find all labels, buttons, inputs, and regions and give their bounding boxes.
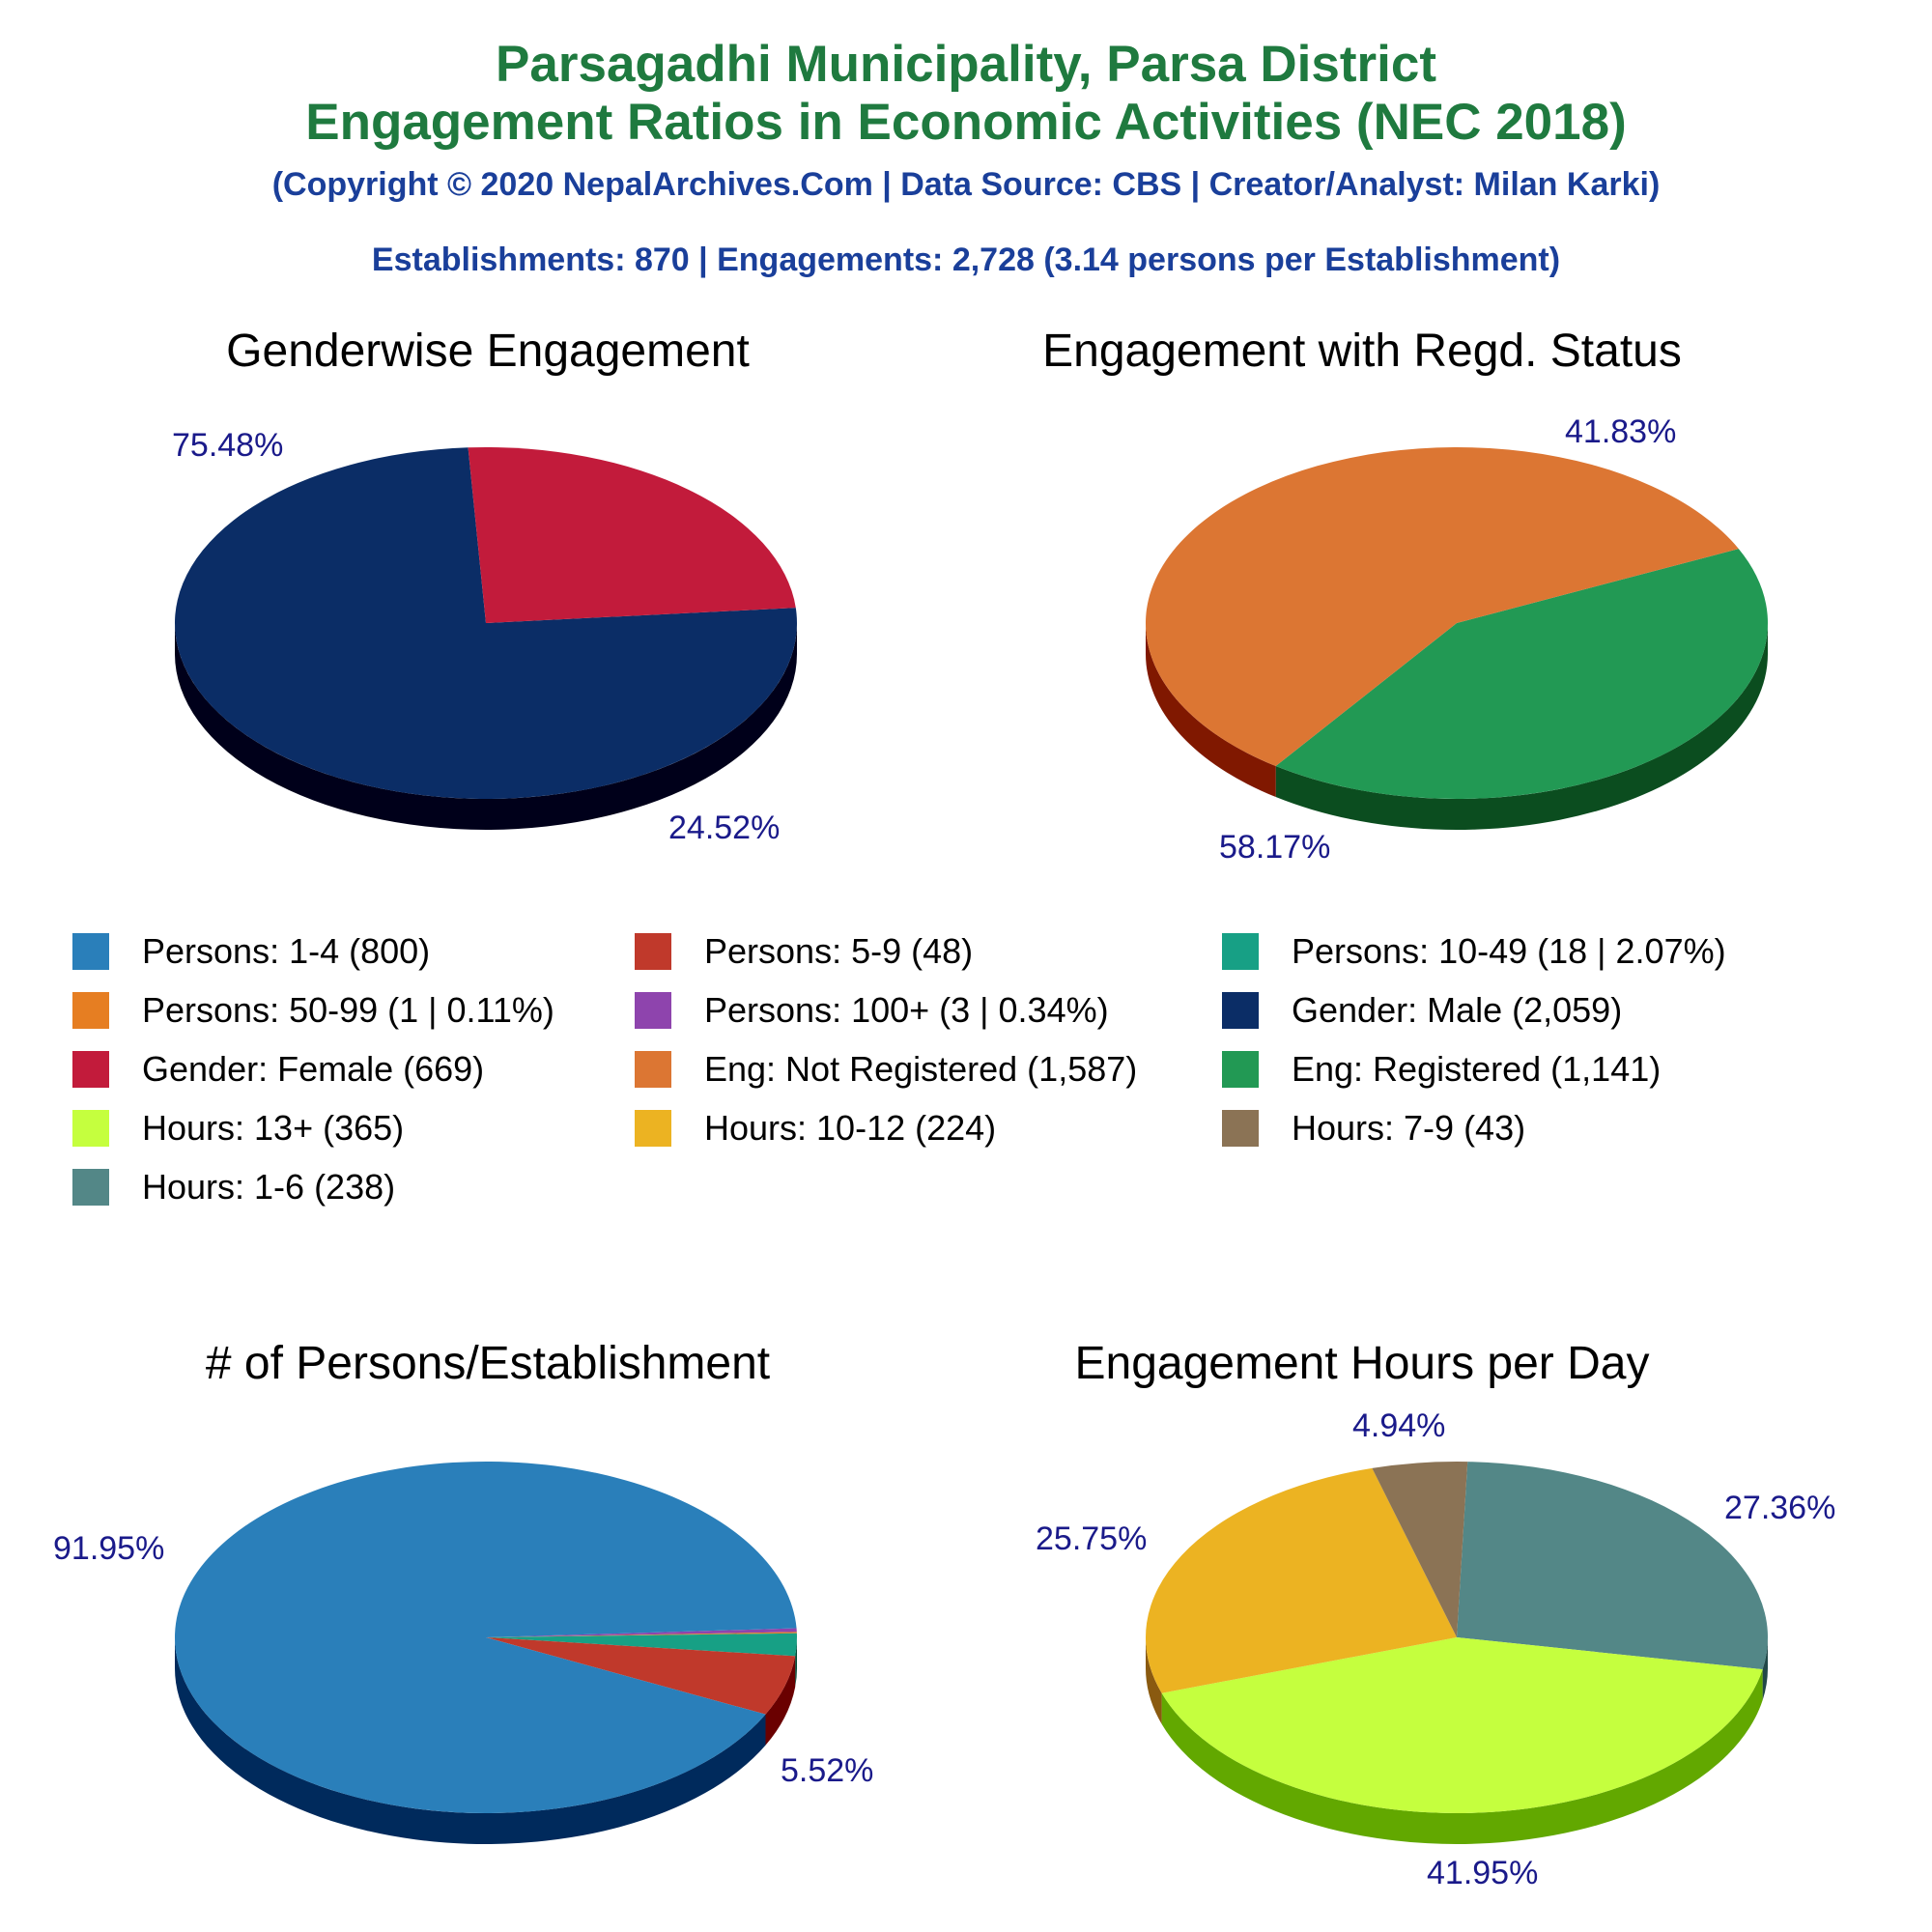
title-line-1: Parsagadhi Municipality, Parsa District xyxy=(496,36,1436,93)
pie4-label-13plus: 41.95% xyxy=(1427,1855,1539,1891)
legend-label: Persons: 10-49 (18 | 2.07%) xyxy=(1292,931,1726,971)
pie-slice-10-12 xyxy=(1145,1467,1457,1693)
pie3-label-5-9: 5.52% xyxy=(781,1752,874,1789)
pie2-label-not-registered: 58.17% xyxy=(1219,829,1331,866)
legend-label: Gender: Female (669) xyxy=(142,1049,485,1089)
legend-item: Hours: 10-12 (224) xyxy=(635,1108,997,1148)
summary-line: Establishments: 870 | Engagements: 2,728… xyxy=(371,242,1561,278)
legend-swatch xyxy=(635,992,671,1029)
copyright-line: (Copyright © 2020 NepalArchives.Com | Da… xyxy=(271,166,1661,203)
legend-item: Gender: Female (669) xyxy=(72,1049,485,1089)
legend-label: Persons: 100+ (3 | 0.34%) xyxy=(704,990,1109,1030)
pie-side-13+ xyxy=(1161,1669,1763,1845)
pie1-title: Genderwise Engagement xyxy=(226,326,750,377)
legend-swatch xyxy=(72,1169,109,1206)
pie-slice-10-49 xyxy=(486,1633,797,1657)
pie-slice-5-9 xyxy=(486,1637,796,1715)
legend-label: Persons: 50-99 (1 | 0.11%) xyxy=(142,990,554,1030)
legend-swatch xyxy=(72,992,109,1029)
legend-swatch xyxy=(635,1110,671,1147)
legend-item: Hours: 7-9 (43) xyxy=(1222,1108,1526,1148)
pie3-label-1-4: 91.95% xyxy=(53,1530,165,1567)
legend-swatch xyxy=(72,933,109,970)
legend-item: Hours: 1-6 (238) xyxy=(72,1167,396,1207)
pie-side-10-49 xyxy=(795,1637,797,1688)
legend-swatch xyxy=(72,1051,109,1088)
pie-slice-7-9 xyxy=(1372,1461,1468,1637)
pie-slice-1-6 xyxy=(1457,1462,1769,1670)
legend-item: Hours: 13+ (365) xyxy=(72,1108,405,1148)
pie4-label-10-12: 25.75% xyxy=(1036,1520,1148,1557)
legend-swatch xyxy=(1222,1051,1259,1088)
legend-label: Hours: 13+ (365) xyxy=(142,1108,405,1148)
pie-slice-Female xyxy=(468,447,796,623)
legend-swatch xyxy=(72,1110,109,1147)
legend-label: Gender: Male (2,059) xyxy=(1292,990,1623,1030)
legend-swatch xyxy=(635,933,671,970)
pie-side-Registered xyxy=(1275,623,1768,830)
pie1-label-male: 75.48% xyxy=(172,427,284,464)
pie3-title: # of Persons/Establishment xyxy=(205,1338,771,1389)
pie-side-1-4 xyxy=(175,1637,766,1844)
legend-swatch xyxy=(1222,1110,1259,1147)
legend-label: Eng: Not Registered (1,587) xyxy=(704,1049,1138,1089)
legend-swatch xyxy=(1222,992,1259,1029)
pie-slice-1-4 xyxy=(174,1462,797,1813)
pie-side-5-9 xyxy=(765,1656,796,1746)
pie-slice-Male xyxy=(175,447,797,799)
legend-label: Persons: 1-4 (800) xyxy=(142,931,431,971)
legend-item: Persons: 50-99 (1 | 0.11%) xyxy=(72,990,554,1030)
legend-item: Persons: 5-9 (48) xyxy=(635,931,974,971)
legend-item: Persons: 1-4 (800) xyxy=(72,931,431,971)
pie-2 xyxy=(1146,447,1768,830)
pie-side-10-12 xyxy=(1146,1637,1162,1724)
legend-item: Persons: 10-49 (18 | 2.07%) xyxy=(1222,931,1726,971)
legend-label: Hours: 7-9 (43) xyxy=(1292,1108,1526,1148)
pie-side-Not Registered xyxy=(1146,623,1276,798)
pie2-label-registered: 41.83% xyxy=(1565,413,1677,450)
pie-slice-100+ xyxy=(486,1628,797,1637)
pie4-title: Engagement Hours per Day xyxy=(1074,1338,1650,1389)
legend-label: Eng: Registered (1,141) xyxy=(1292,1049,1662,1089)
pie1-label-female: 24.52% xyxy=(668,810,781,846)
pie-1 xyxy=(175,447,797,830)
legend-label: Persons: 5-9 (48) xyxy=(704,931,974,971)
legend-item: Eng: Not Registered (1,587) xyxy=(635,1049,1138,1089)
pie-slice-13+ xyxy=(1161,1637,1763,1813)
legend-item: Persons: 100+ (3 | 0.34%) xyxy=(635,990,1109,1030)
legend-item: Gender: Male (2,059) xyxy=(1222,990,1623,1030)
pie-side-Male xyxy=(175,623,797,830)
legend-swatch xyxy=(1222,933,1259,970)
pie2-title: Engagement with Regd. Status xyxy=(1042,326,1682,377)
pie-3 xyxy=(174,1462,797,1844)
pie-side-1-6 xyxy=(1762,1637,1768,1701)
pie-slice-Registered xyxy=(1275,549,1768,799)
legend-label: Hours: 1-6 (238) xyxy=(142,1167,396,1207)
legend-label: Hours: 10-12 (224) xyxy=(704,1108,997,1148)
pie-slice-50-99 xyxy=(486,1632,797,1637)
title-line-2: Engagement Ratios in Economic Activities… xyxy=(305,94,1627,151)
pie4-label-1-6: 27.36% xyxy=(1724,1490,1836,1526)
pie-4 xyxy=(1145,1461,1769,1845)
legend-item: Eng: Registered (1,141) xyxy=(1222,1049,1662,1089)
legend-swatch xyxy=(635,1051,671,1088)
pie4-label-7-9: 4.94% xyxy=(1352,1407,1446,1444)
pie-slice-Not Registered xyxy=(1146,447,1739,767)
